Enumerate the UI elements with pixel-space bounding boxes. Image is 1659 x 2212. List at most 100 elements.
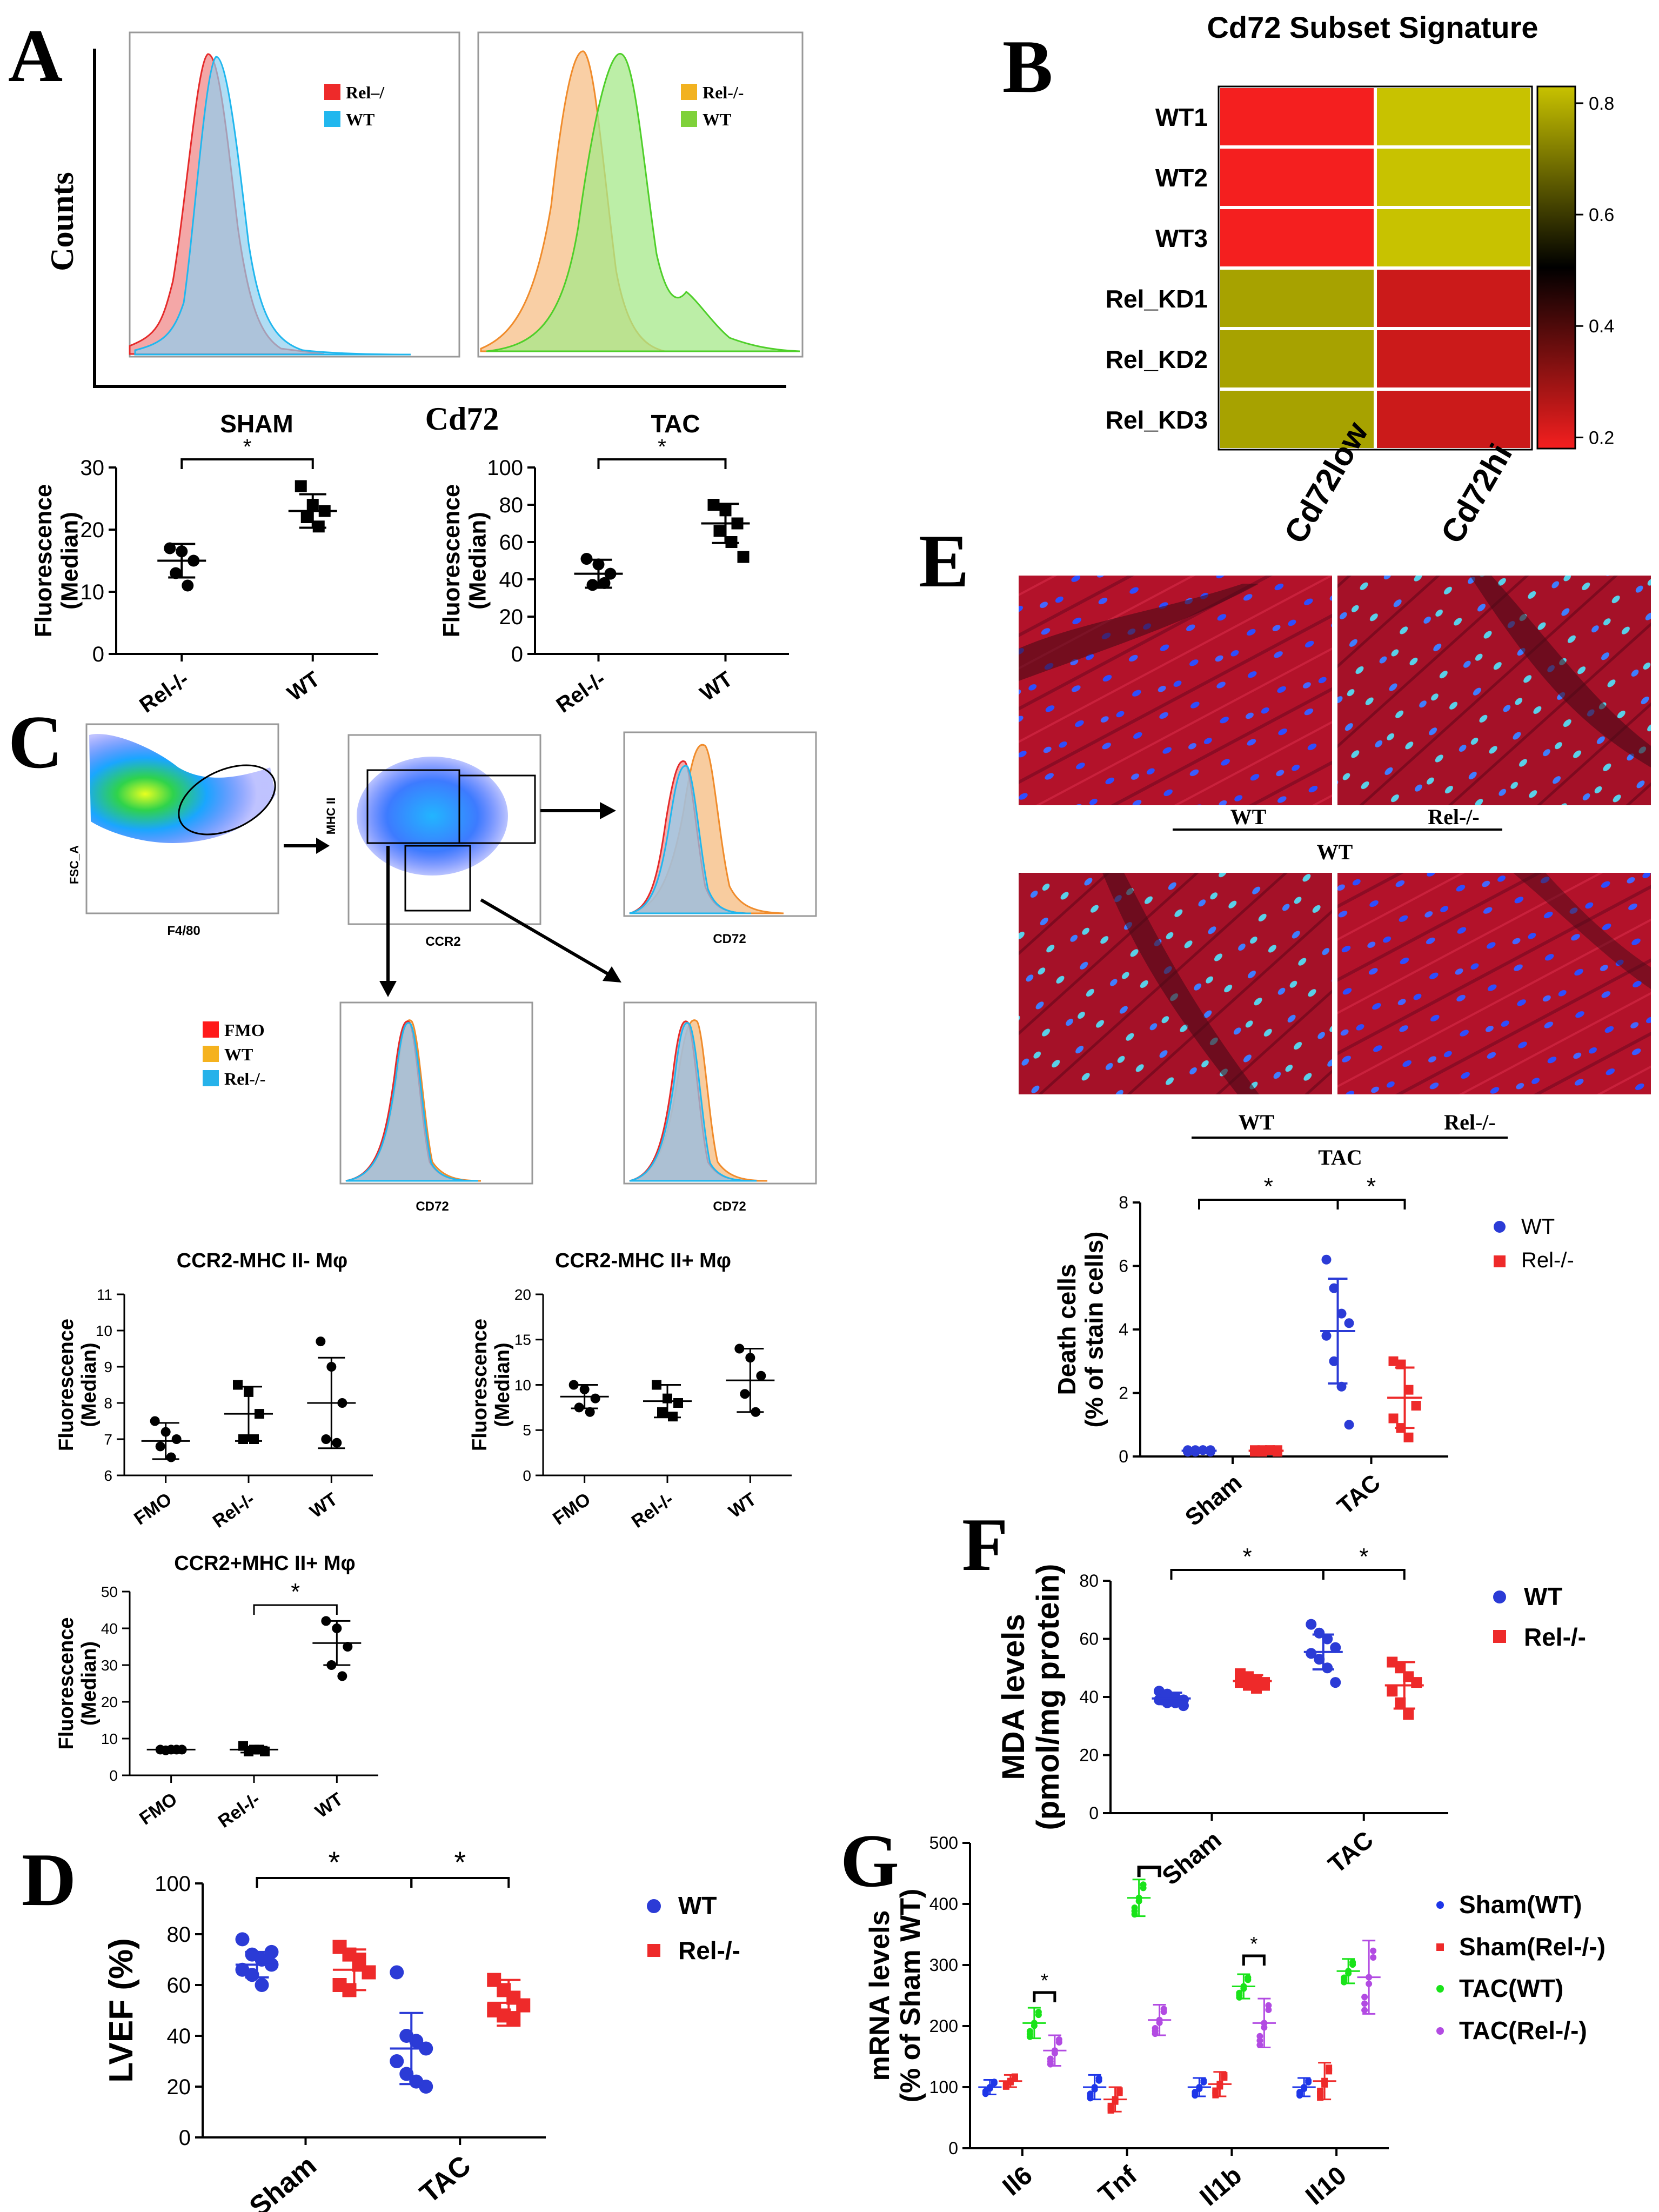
legend-marker: [647, 1944, 660, 1957]
significance-bracket: [1242, 1954, 1266, 1966]
arrow-head-icon: [316, 838, 330, 854]
data-point: [1395, 1697, 1406, 1708]
legend-label: WT: [1524, 1582, 1563, 1610]
data-point: [233, 1380, 243, 1390]
data-point: [1245, 1974, 1252, 1981]
y-axis-label: mRNA levels: [864, 1910, 895, 2081]
legend-label: WT: [346, 110, 374, 129]
significance-bracket: [1137, 1866, 1161, 1877]
y-tick-label: 0: [523, 1467, 531, 1484]
x-tick-label: Il6: [998, 2161, 1038, 2202]
x-tick-label: TAC: [1332, 1469, 1385, 1520]
data-point: [1116, 2087, 1123, 2094]
y-axis-label: (Median): [56, 512, 83, 610]
colorbar-ticks: 0.8 0.6 0.4 0.2: [1575, 93, 1614, 448]
data-point: [362, 1965, 376, 1980]
histogram-frame: [623, 1001, 817, 1185]
data-point: [668, 1412, 678, 1422]
significance-mark: *: [1367, 1173, 1376, 1200]
data-point: [1370, 1954, 1377, 1961]
data-point: [1047, 2055, 1054, 2062]
y-tick-label: 0: [948, 2139, 958, 2158]
data-point: [657, 1407, 667, 1417]
heatmap-cell: [1374, 387, 1534, 451]
y-tick-label: 9: [104, 1359, 112, 1375]
y-tick-label: 10: [96, 1322, 112, 1339]
y-axis-label: (Median): [491, 1342, 514, 1427]
y-axis-label: Fluorescence: [55, 1618, 78, 1750]
heatmap-cell: [1217, 206, 1377, 270]
data-point: [171, 1434, 182, 1444]
micrograph-rel-tac: [1337, 873, 1651, 1094]
micrograph-dark-band: [1102, 873, 1259, 1094]
micrograph-dark-band: [1513, 873, 1651, 989]
image-group-label: WT: [1317, 840, 1353, 864]
legend-marker: [1436, 1985, 1444, 1993]
legend-marker: [1436, 1943, 1444, 1951]
chart-title: CCR2-MHC II- Mφ: [177, 1249, 347, 1272]
x-axis-label: CD72: [713, 932, 746, 946]
data-point: [1087, 2090, 1094, 2097]
y-tick-label: 10: [81, 580, 105, 604]
data-point: [1336, 1308, 1347, 1319]
chart-a-tac: 0 20 40 60 80 100 Rel-/- WT Fluorescence (Median)…: [438, 435, 789, 718]
data-point: [1305, 2077, 1312, 2084]
significance-bracket: [1170, 1569, 1324, 1580]
panel-letter-g: G: [840, 1819, 899, 1903]
histogram-blue: [629, 1022, 757, 1182]
panel-letter-e: E: [919, 519, 969, 603]
significance-mark: *: [1041, 1969, 1048, 1992]
y-tick-label: 20: [514, 1286, 531, 1303]
data-point: [1296, 2089, 1303, 2096]
data-point: [249, 1434, 259, 1444]
data-point: [1361, 1994, 1368, 2001]
chart-a-sham: 0 10 20 30 Rel-/- WT Fluorescence (Median) *: [30, 435, 378, 718]
data-point: [182, 579, 194, 592]
x-axis-label: CD72: [713, 1199, 746, 1214]
heatmap-cell: [1217, 266, 1377, 330]
significance-mark: *: [1250, 1933, 1257, 1955]
y-tick-label: 20: [101, 1694, 118, 1710]
x-tick-label: FMO: [549, 1489, 594, 1529]
y-tick-label: 30: [101, 1657, 118, 1674]
heatmap-cell: [1217, 85, 1377, 149]
significance-bracket: [597, 458, 727, 469]
data-point: [390, 2054, 404, 2068]
y-tick-label: 15: [514, 1332, 531, 1348]
significance-mark: *: [243, 435, 252, 459]
significance-mark: *: [291, 1579, 300, 1605]
image-label: WT: [1230, 805, 1267, 829]
y-tick-label: 40: [499, 568, 524, 592]
legend-label: WT: [703, 110, 731, 129]
chart-d-lvef: 0 20 40 60 80 100 Sham TAC LVEF (%) * *: [103, 1845, 546, 2212]
data-point: [1344, 1420, 1354, 1430]
y-tick-label: 20: [167, 2075, 191, 2099]
y-tick-label: 0: [92, 643, 104, 666]
data-point: [1002, 2081, 1009, 2088]
y-axis-label: Counts: [44, 172, 80, 271]
micrograph-rel-sham: [1337, 576, 1651, 805]
data-point: [1395, 1662, 1406, 1674]
histogram-blue: [345, 1022, 479, 1182]
panel-e-images: WT Rel-/- WT WT Rel-/- TAC: [1019, 576, 1651, 1170]
legend-swatch: [681, 111, 697, 127]
axis-line: [93, 49, 786, 388]
data-point: [756, 1371, 766, 1381]
y-tick-label: 0: [109, 1767, 118, 1784]
data-point: [737, 551, 750, 563]
data-point: [343, 1642, 353, 1652]
heatmap-row-label: Rel_KD3: [1106, 406, 1208, 434]
histogram-blue: [134, 56, 411, 356]
histogram-blue: [629, 765, 752, 914]
x-tick-label: Tnf: [1093, 2161, 1143, 2209]
heatmap-column-label: Cd72hi: [1434, 438, 1519, 550]
y-tick-label: 500: [929, 1833, 958, 1853]
chart-e-death: 0 2 4 6 8 Sham TAC Death cells(% of stain cells…: [1053, 1173, 1448, 1531]
significance-bracket: [1336, 1199, 1406, 1209]
data-point: [1329, 1356, 1339, 1366]
data-point: [1162, 1688, 1173, 1700]
y-tick-label: 60: [1079, 1629, 1099, 1649]
chart-title: SHAM: [220, 410, 293, 438]
